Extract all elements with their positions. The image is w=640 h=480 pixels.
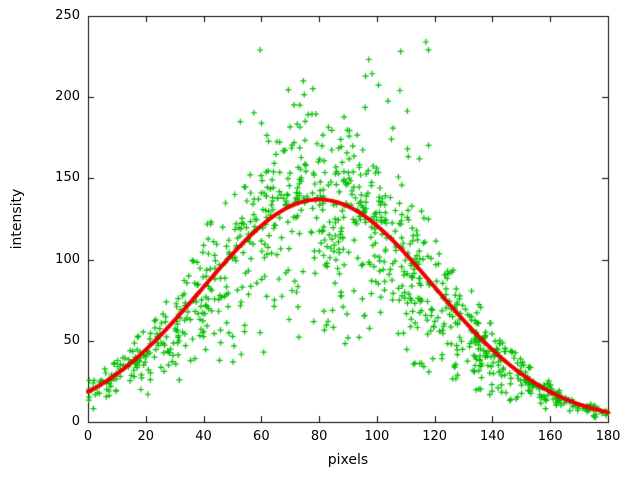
x-tick-label: 60: [253, 429, 270, 444]
x-tick-label: 160: [537, 429, 563, 444]
y-tick-label: 250: [55, 8, 80, 23]
y-tick-label: 50: [63, 332, 80, 348]
y-tick-label: 100: [55, 251, 80, 267]
y-tick-label: 200: [55, 89, 80, 105]
x-tick-label: 100: [364, 429, 390, 444]
x-tick-label: 0: [83, 429, 93, 444]
y-axis-label: intensity: [9, 188, 25, 250]
x-tick-label: 120: [422, 429, 448, 444]
x-axis-label: pixels: [327, 452, 369, 468]
x-tick-label: 140: [480, 429, 505, 444]
y-tick-label: 150: [55, 170, 80, 186]
x-tick-label: 20: [137, 429, 155, 444]
x-tick-label: 180: [595, 429, 621, 444]
y-tick-label: 0: [71, 414, 80, 429]
x-tick-label: 80: [310, 429, 328, 444]
x-tick-label: 40: [195, 429, 212, 444]
